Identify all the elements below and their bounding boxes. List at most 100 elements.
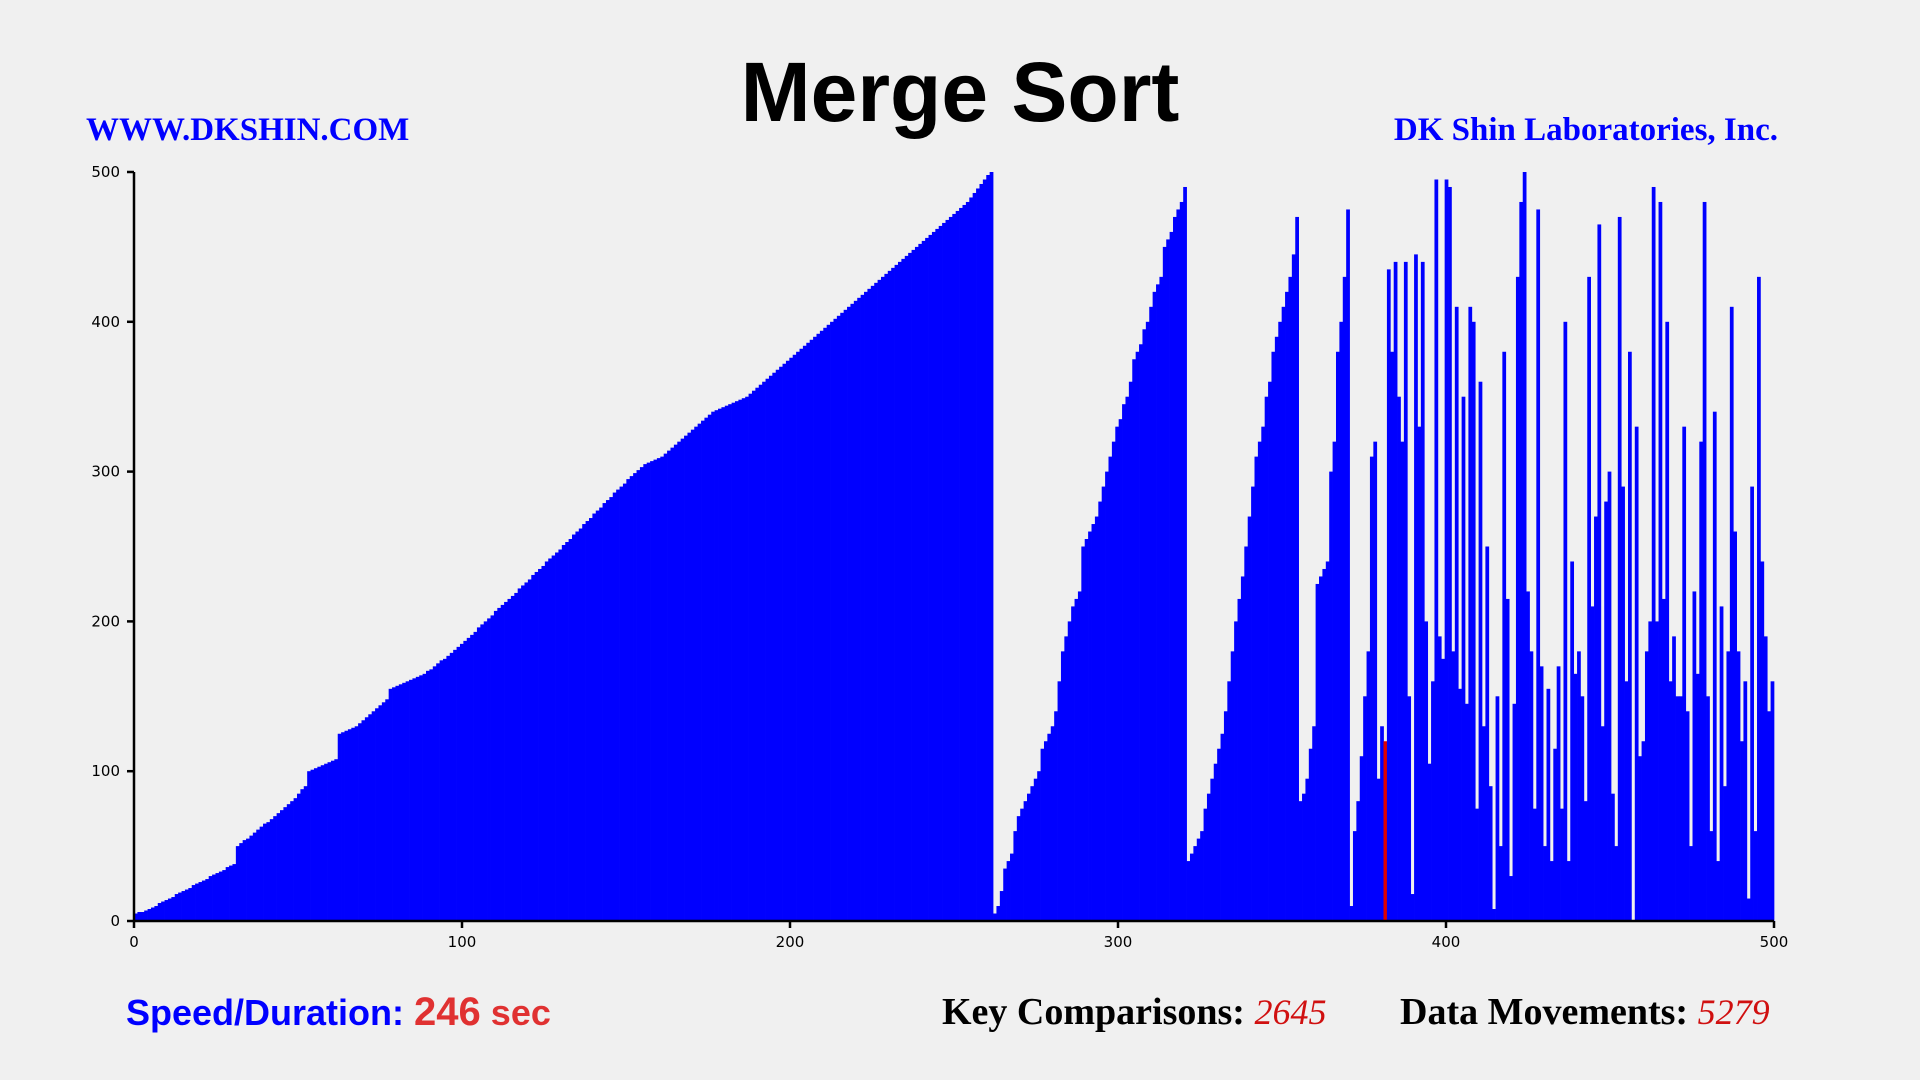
bar (157, 903, 162, 921)
bar (252, 832, 257, 921)
bar (1451, 651, 1456, 921)
bar (931, 231, 936, 922)
bar (1526, 591, 1530, 921)
x-tick-label: 400 (1432, 933, 1461, 951)
bar (1566, 861, 1571, 921)
bar (1583, 801, 1588, 921)
bar (1699, 441, 1704, 921)
bar (582, 524, 586, 921)
bar (707, 414, 712, 921)
bar (344, 730, 349, 921)
bar (161, 901, 165, 921)
bar (1529, 651, 1534, 921)
bar (704, 417, 709, 921)
bar (1278, 321, 1283, 921)
bar (1335, 351, 1340, 921)
bar (201, 880, 206, 921)
bar (1471, 321, 1476, 921)
bar (1332, 441, 1337, 921)
bar (667, 450, 671, 921)
bar (901, 258, 906, 921)
bar (1186, 861, 1191, 921)
bar (656, 458, 661, 921)
bar (470, 634, 474, 921)
bar (487, 618, 491, 921)
bar (857, 297, 861, 922)
bar (1417, 426, 1422, 921)
bar (1003, 868, 1007, 921)
bar (1285, 291, 1289, 922)
bar (867, 288, 872, 922)
bar (324, 763, 328, 921)
bar (1706, 696, 1710, 921)
bar (453, 649, 457, 921)
bar (1091, 524, 1096, 921)
bar (721, 407, 726, 921)
company-label: DK Shin Laboratories, Inc. (1393, 112, 1778, 148)
bar (864, 291, 868, 922)
bar (925, 237, 929, 921)
bar (1132, 359, 1137, 921)
bar (1162, 246, 1167, 921)
bar (792, 354, 797, 921)
bar (1315, 583, 1320, 921)
bar (409, 679, 413, 921)
bar (432, 666, 437, 921)
bar (785, 360, 790, 921)
bar (653, 459, 658, 921)
bar (497, 607, 502, 921)
bar (426, 670, 430, 921)
bar (436, 663, 440, 921)
bar (1407, 696, 1412, 921)
bar (1644, 651, 1649, 921)
bar (605, 500, 610, 921)
bar (718, 408, 722, 921)
bar (1393, 261, 1398, 921)
x-tick-label: 200 (776, 933, 805, 951)
bar (1064, 636, 1069, 921)
bar (174, 894, 179, 921)
bar (473, 631, 478, 921)
bar (514, 592, 519, 921)
bar (976, 188, 980, 922)
bar (330, 760, 335, 921)
y-tick-label: 200 (91, 612, 120, 630)
bar (1156, 284, 1160, 922)
bar (711, 411, 715, 921)
bar (1397, 396, 1401, 921)
bar (212, 874, 216, 921)
bar (232, 864, 237, 921)
bar (1400, 441, 1405, 921)
y-tick-label: 0 (110, 912, 120, 930)
bar (1641, 741, 1646, 921)
bar (636, 470, 641, 921)
bar (235, 846, 240, 921)
bar (1481, 726, 1486, 921)
movements-label: Data Movements: (1400, 991, 1689, 1033)
bar (904, 255, 909, 921)
bar (619, 486, 624, 921)
bar (568, 539, 573, 921)
bar (1587, 276, 1591, 921)
bar (171, 897, 176, 921)
bar (483, 621, 488, 921)
speed-unit: sec (490, 992, 551, 1033)
bar (320, 765, 325, 921)
bar (1088, 531, 1092, 921)
bar (1033, 778, 1038, 921)
bar (225, 867, 230, 921)
bar (762, 381, 766, 922)
bar (826, 324, 831, 921)
bar (385, 699, 390, 921)
bar (1101, 486, 1106, 921)
bar (962, 204, 967, 921)
bar (1376, 778, 1381, 921)
bar (1352, 831, 1357, 921)
bar (813, 336, 817, 921)
bar (351, 727, 356, 921)
bar (1240, 576, 1245, 921)
bar (442, 658, 447, 921)
bar (1522, 172, 1527, 921)
bar (1159, 276, 1164, 921)
